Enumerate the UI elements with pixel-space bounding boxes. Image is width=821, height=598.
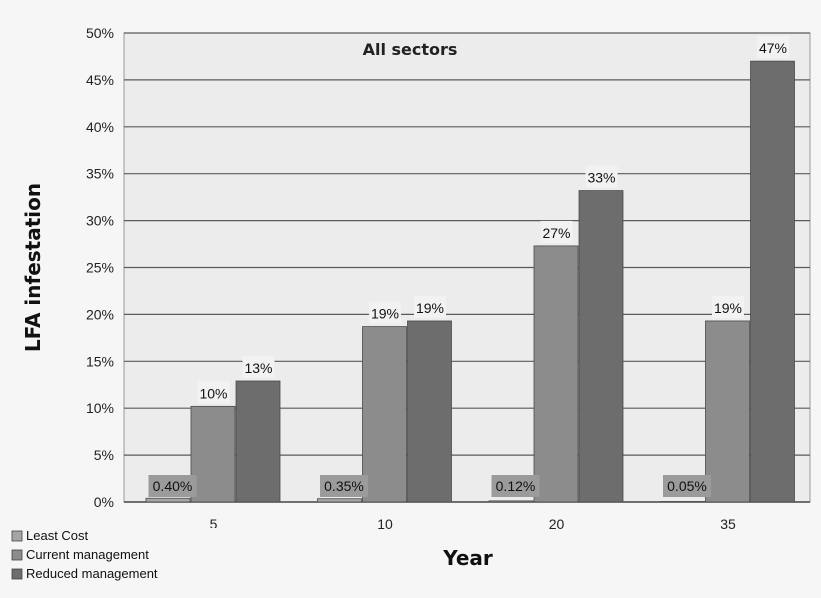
bar-current-management xyxy=(190,405,236,503)
y-tick-label: 20% xyxy=(86,306,114,322)
legend-label: Reduced management xyxy=(26,566,158,581)
data-label-box xyxy=(320,475,368,497)
x-tick-label: 35 xyxy=(720,516,736,532)
y-tick-label: 5% xyxy=(94,447,114,463)
data-label: 0.40% xyxy=(153,478,193,494)
y-axis-ticks: 0% 5% 10% 15% 20% 25% 30% 35% 40% 45% 50% xyxy=(86,25,114,510)
bars xyxy=(145,60,795,503)
y-axis-title: LFA infestation xyxy=(21,183,45,352)
y-tick-label: 50% xyxy=(86,25,114,41)
legend-label: Current management xyxy=(26,547,149,562)
bar-reduced-management xyxy=(407,320,452,503)
bar-reduced-management xyxy=(235,380,281,503)
data-label: 10% xyxy=(199,385,227,401)
y-tick-label: 25% xyxy=(86,260,114,276)
data-labels: 0.40% 10% 13% 0.35% 19% 19% 0.12% 27% 33% 0.05% 19… xyxy=(148,36,789,497)
legend: Least Cost Current management Reduced mana… xyxy=(6,528,216,594)
data-label-box xyxy=(663,475,711,497)
legend-box xyxy=(6,528,216,594)
bar-least-cost xyxy=(317,498,362,503)
data-label-box xyxy=(242,355,275,378)
data-label: 19% xyxy=(416,300,444,316)
y-tick-label: 0% xyxy=(94,494,114,510)
x-tick-label: 5 xyxy=(210,516,218,532)
x-tick-label: 10 xyxy=(377,516,393,532)
y-tick-label: 15% xyxy=(86,353,114,369)
legend-swatch xyxy=(11,530,23,542)
data-label-box xyxy=(369,301,401,324)
data-label: 27% xyxy=(542,225,570,241)
data-label: 47% xyxy=(759,40,787,56)
data-label: 33% xyxy=(587,170,615,186)
data-label-box xyxy=(712,295,744,318)
data-label-box xyxy=(148,475,197,497)
legend-swatch xyxy=(11,568,23,580)
legend-label: Least Cost xyxy=(26,528,89,543)
bar-least-cost xyxy=(488,500,534,503)
data-label-box xyxy=(540,220,573,243)
bar-least-cost xyxy=(145,497,191,503)
data-label: 0.05% xyxy=(667,478,707,494)
x-axis-title: Year xyxy=(442,546,493,570)
data-label: 0.12% xyxy=(496,478,536,494)
data-label: 19% xyxy=(714,300,742,316)
x-axis-ticks: 5 10 20 35 xyxy=(210,516,736,532)
data-label-box xyxy=(585,165,618,188)
y-tick-label: 45% xyxy=(86,72,114,88)
gridlines xyxy=(124,32,810,503)
y-tick-label: 10% xyxy=(86,400,114,416)
data-label: 0.35% xyxy=(324,478,364,494)
bar-current-management xyxy=(533,245,579,503)
bar-reduced-management xyxy=(578,190,624,503)
data-label-box xyxy=(757,36,789,59)
bar-current-management xyxy=(705,320,750,503)
bar-current-management xyxy=(362,326,407,503)
data-label-box xyxy=(491,475,540,497)
chart-title: All sectors xyxy=(363,40,458,59)
bar-reduced-management xyxy=(750,60,795,503)
data-label: 19% xyxy=(371,306,399,322)
y-tick-label: 40% xyxy=(86,119,114,135)
data-label-box xyxy=(197,381,230,404)
bar-least-cost xyxy=(660,501,705,503)
y-tick-label: 30% xyxy=(86,213,114,229)
x-tick-label: 20 xyxy=(549,516,565,532)
data-label-box xyxy=(414,295,446,318)
legend-swatch xyxy=(11,549,23,561)
y-tick-label: 35% xyxy=(86,166,114,182)
data-label: 13% xyxy=(244,360,272,376)
